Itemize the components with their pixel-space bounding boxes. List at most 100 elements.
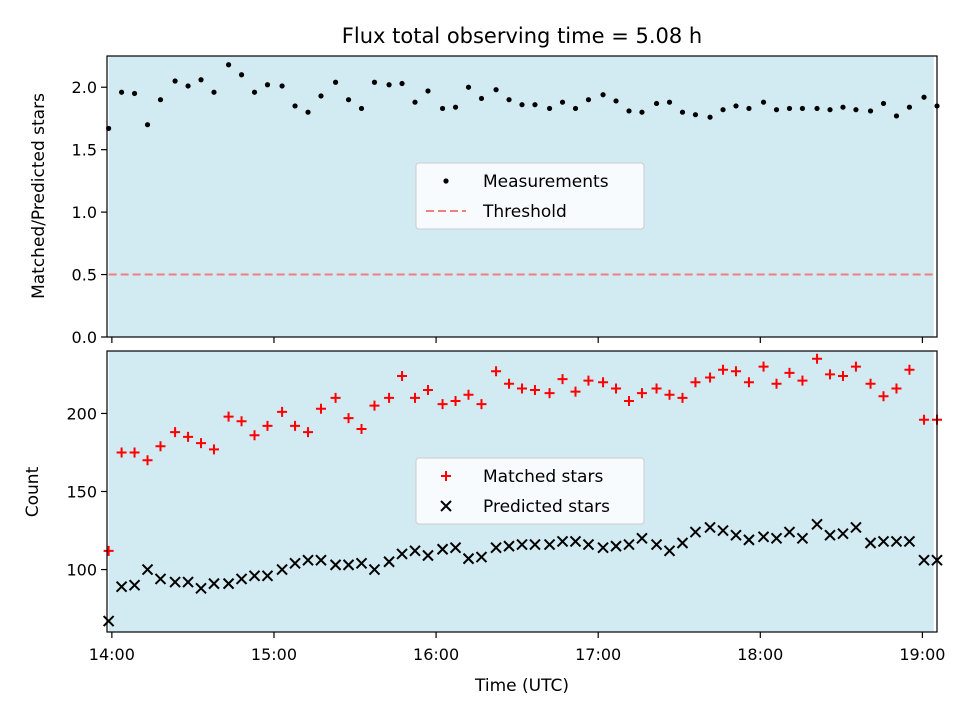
matched-point — [463, 389, 474, 400]
predicted-point — [383, 556, 395, 568]
predicted-point — [796, 532, 809, 545]
matched-point — [636, 388, 647, 399]
legend-box — [415, 457, 645, 525]
matched-point — [825, 369, 836, 380]
y-tick-label: 1.5 — [72, 141, 97, 160]
predicted-point — [877, 535, 890, 548]
measurement-point — [827, 107, 833, 113]
measurement-point — [452, 104, 459, 110]
y-tick-label: 1.0 — [72, 203, 97, 222]
matched-point — [517, 383, 527, 394]
measurement-point — [867, 108, 874, 114]
matched-point — [262, 420, 273, 431]
matched-point — [170, 427, 181, 438]
axes-frame — [106, 55, 938, 338]
measurement-point — [172, 78, 178, 84]
matched-point — [758, 361, 769, 372]
matched-point — [891, 383, 902, 394]
predicted-point — [597, 541, 609, 554]
predicted-point — [623, 538, 635, 551]
matched-point — [570, 386, 581, 397]
x-axis-label: Time (UTC) — [474, 676, 569, 696]
matched-point — [236, 416, 247, 427]
matched-point — [277, 406, 288, 417]
measurement-point — [666, 99, 673, 105]
legend-label: Matched stars — [483, 467, 603, 487]
predicted-point — [342, 559, 355, 571]
matched-point — [718, 364, 729, 375]
measurement-point — [600, 92, 606, 98]
measurement-point — [412, 99, 418, 105]
legend: Measurements Threshold — [415, 162, 645, 230]
predicted-point — [757, 531, 770, 543]
measurement-point — [118, 89, 125, 95]
predicted-point — [663, 545, 676, 557]
predicted-point — [422, 549, 434, 562]
matched-point — [904, 364, 915, 375]
predicted-point — [248, 570, 261, 582]
measurement-point — [519, 102, 525, 108]
predicted-point — [195, 582, 207, 594]
matched-point — [664, 389, 675, 400]
legend-box — [415, 162, 645, 230]
measurement-point — [506, 97, 512, 103]
measurement-point — [358, 105, 365, 112]
matched-point — [797, 375, 808, 386]
predicted-point — [329, 559, 342, 571]
matched-point — [129, 447, 140, 458]
measurement-point — [532, 102, 538, 108]
x-tick-label: 16:00 — [413, 645, 459, 664]
series-predicted-stars — [102, 518, 943, 627]
predicted-point — [543, 538, 556, 551]
predicted-point — [154, 573, 167, 585]
predicted-point — [475, 551, 488, 563]
predicted-point — [222, 577, 235, 590]
predicted-point — [261, 570, 274, 582]
predicted-point — [315, 554, 327, 566]
legend-label: Predicted stars — [483, 497, 610, 517]
matched-point — [103, 545, 114, 556]
measurement-point — [251, 89, 258, 95]
measurement-point — [157, 97, 164, 103]
x-tick-label: 19:00 — [899, 645, 945, 664]
predicted-point — [182, 576, 194, 588]
matched-point — [290, 420, 301, 431]
legend-label: Measurements — [483, 172, 609, 192]
measurement-point — [786, 105, 793, 112]
predicted-point — [355, 557, 368, 570]
predicted-point — [128, 579, 141, 591]
predicted-point — [730, 529, 742, 541]
x-tick-label: 18:00 — [737, 645, 783, 664]
predicted-point — [824, 529, 836, 541]
bottom-y-axis-label: Count — [23, 466, 43, 517]
measurement-point — [399, 80, 405, 87]
predicted-point — [650, 538, 663, 551]
measurement-point — [465, 84, 472, 90]
predicted-point — [102, 615, 115, 627]
measurement-point — [211, 89, 217, 95]
measurement-point — [238, 72, 245, 78]
measurement-point — [653, 100, 660, 107]
measurement-point — [264, 82, 271, 88]
predicted-point — [689, 526, 702, 538]
matched-point — [315, 403, 326, 414]
matched-point — [303, 427, 314, 438]
matched-point — [410, 392, 421, 403]
matched-point — [812, 353, 823, 364]
predicted-point — [743, 534, 755, 546]
measurement-point — [386, 82, 392, 88]
matched-point — [878, 391, 889, 402]
measurement-point — [626, 108, 632, 114]
matched-point — [583, 375, 594, 386]
measurement-point — [707, 114, 713, 120]
predicted-point — [529, 538, 541, 551]
y-tick-label: 0.0 — [72, 328, 97, 347]
matched-point — [450, 395, 461, 406]
y-tick-label: 150 — [66, 483, 97, 502]
matched-point — [208, 444, 219, 455]
matched-point — [771, 378, 782, 389]
matched-point — [544, 388, 555, 399]
measurement-point — [279, 83, 285, 89]
measurement-point — [131, 90, 138, 97]
chart-title: Flux total observing time = 5.08 h — [342, 24, 702, 48]
